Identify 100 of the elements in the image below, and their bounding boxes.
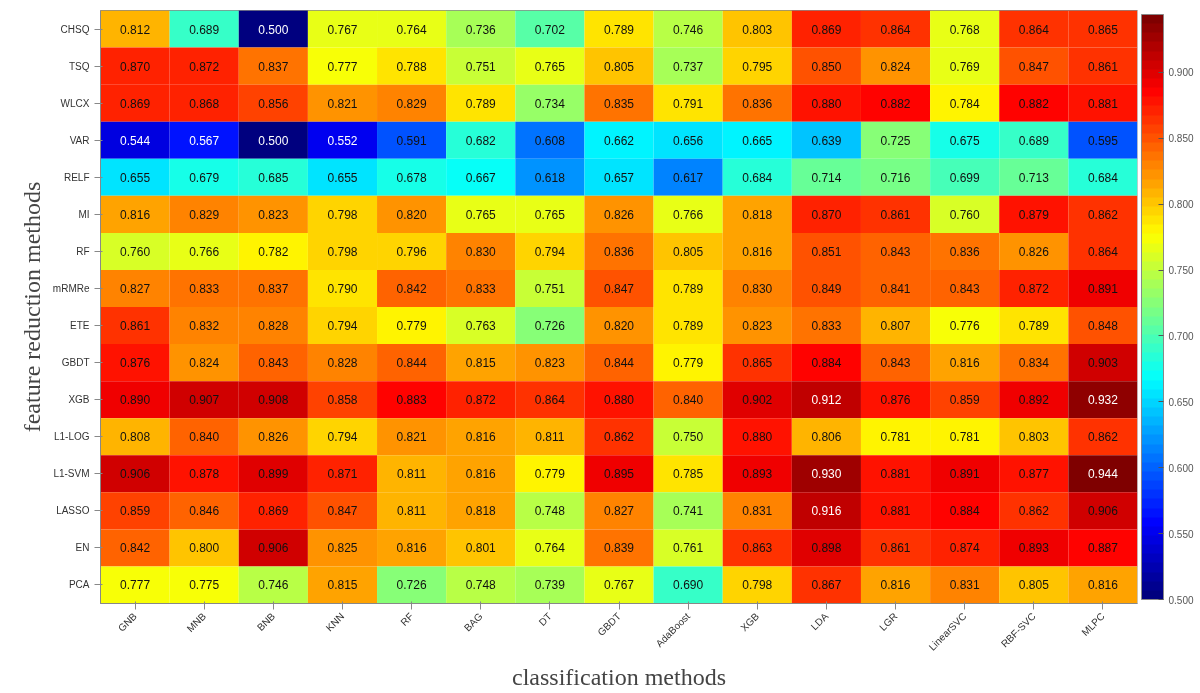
data-label: 0.656 — [673, 133, 704, 148]
data-label: 0.816 — [880, 578, 911, 593]
data-label: 0.839 — [603, 541, 635, 556]
data-label: 0.805 — [1018, 578, 1050, 593]
data-label: 0.794 — [327, 430, 358, 445]
data-label: 0.816 — [465, 467, 497, 482]
data-label: 0.734 — [534, 96, 566, 111]
data-label: 0.761 — [673, 541, 704, 556]
data-label: 0.796 — [396, 244, 427, 259]
data-label: 0.856 — [258, 96, 289, 111]
data-label: 0.798 — [742, 578, 773, 593]
data-label: 0.898 — [811, 541, 842, 556]
color-bar-label: 0.800 — [1168, 199, 1194, 211]
data-label: 0.789 — [673, 319, 704, 334]
data-label: 0.766 — [189, 244, 220, 259]
data-label: 0.591 — [396, 133, 427, 148]
data-label: 0.798 — [327, 244, 358, 259]
data-label: 0.689 — [1018, 133, 1050, 148]
x-tick-label: RF — [398, 610, 416, 628]
x-tick-label: DT — [536, 610, 554, 628]
color-bar-label: 0.550 — [1168, 528, 1194, 540]
data-label: 0.881 — [1087, 96, 1119, 111]
data-label: 0.836 — [949, 244, 981, 259]
data-label: 0.864 — [534, 393, 566, 408]
data-label: 0.843 — [880, 356, 911, 371]
data-label: 0.861 — [880, 207, 911, 222]
data-label: 0.870 — [811, 207, 842, 222]
data-label: 0.690 — [673, 578, 704, 593]
data-label: 0.859 — [120, 504, 151, 519]
data-label: 0.823 — [534, 356, 566, 371]
data-label: 0.595 — [1087, 133, 1119, 148]
data-label: 0.725 — [880, 133, 911, 148]
data-label: 0.862 — [1018, 504, 1050, 519]
data-label: 0.893 — [1018, 541, 1050, 556]
data-label: 0.824 — [189, 356, 220, 371]
data-label: 0.699 — [949, 170, 981, 185]
data-label: 0.887 — [1087, 541, 1119, 556]
data-label: 0.840 — [673, 393, 704, 408]
y-tick-label: WLCX — [60, 97, 90, 109]
data-label: 0.750 — [673, 430, 704, 445]
color-bar-label: 0.650 — [1168, 396, 1194, 408]
y-tick-label: EN — [75, 542, 90, 554]
data-label: 0.746 — [673, 22, 704, 37]
data-label: 0.689 — [189, 22, 220, 37]
data-label: 0.861 — [120, 319, 151, 334]
data-label: 0.684 — [1087, 170, 1119, 185]
data-label: 0.608 — [534, 133, 566, 148]
y-tick-label: ETE — [70, 320, 90, 332]
data-label: 0.863 — [742, 541, 773, 556]
data-label: 0.862 — [1087, 207, 1119, 222]
data-label: 0.789 — [465, 96, 497, 111]
y-tick-label: MI — [78, 208, 90, 220]
data-label: 0.812 — [120, 22, 151, 37]
data-label: 0.849 — [811, 281, 842, 296]
data-label: 0.842 — [396, 281, 427, 296]
x-axis-title: classification methods — [512, 664, 726, 691]
data-label: 0.816 — [465, 430, 497, 445]
data-label: 0.766 — [673, 207, 704, 222]
data-label: 0.841 — [880, 281, 911, 296]
data-label: 0.826 — [603, 207, 635, 222]
data-label: 0.500 — [258, 22, 289, 37]
data-label: 0.679 — [189, 170, 220, 185]
data-label: 0.880 — [742, 430, 773, 445]
y-tick-label: PCA — [68, 579, 90, 591]
y-tick-label: VAR — [69, 134, 90, 146]
data-label: 0.784 — [949, 96, 981, 111]
data-label: 0.895 — [603, 467, 635, 482]
data-label: 0.862 — [603, 430, 635, 445]
data-label: 0.906 — [1087, 504, 1119, 519]
data-label: 0.764 — [534, 541, 566, 556]
data-label: 0.765 — [534, 207, 566, 222]
data-label: 0.871 — [327, 467, 358, 482]
data-label: 0.820 — [603, 319, 635, 334]
data-label: 0.788 — [396, 59, 427, 74]
data-label: 0.916 — [811, 504, 842, 519]
data-label: 0.858 — [327, 393, 358, 408]
y-tick-label: LASSO — [56, 505, 90, 517]
data-label: 0.807 — [880, 319, 911, 334]
data-label: 0.737 — [673, 59, 704, 74]
data-label: 0.618 — [534, 170, 566, 185]
data-label: 0.748 — [534, 504, 566, 519]
data-label: 0.617 — [673, 170, 704, 185]
data-label: 0.882 — [880, 96, 911, 111]
y-tick-label: XGB — [68, 394, 90, 406]
data-label: 0.829 — [189, 207, 220, 222]
data-label: 0.777 — [327, 59, 358, 74]
data-label: 0.769 — [949, 59, 981, 74]
data-label: 0.657 — [603, 170, 635, 185]
data-label: 0.803 — [1018, 430, 1050, 445]
data-label: 0.864 — [1087, 244, 1119, 259]
data-label: 0.777 — [120, 578, 151, 593]
data-label: 0.891 — [1087, 281, 1119, 296]
data-label: 0.847 — [603, 281, 635, 296]
data-label: 0.655 — [327, 170, 358, 185]
data-label: 0.567 — [189, 133, 220, 148]
data-label: 0.831 — [742, 504, 773, 519]
data-label: 0.899 — [258, 467, 289, 482]
data-label: 0.544 — [120, 133, 151, 148]
data-label: 0.907 — [189, 393, 220, 408]
data-label: 0.844 — [396, 356, 427, 371]
